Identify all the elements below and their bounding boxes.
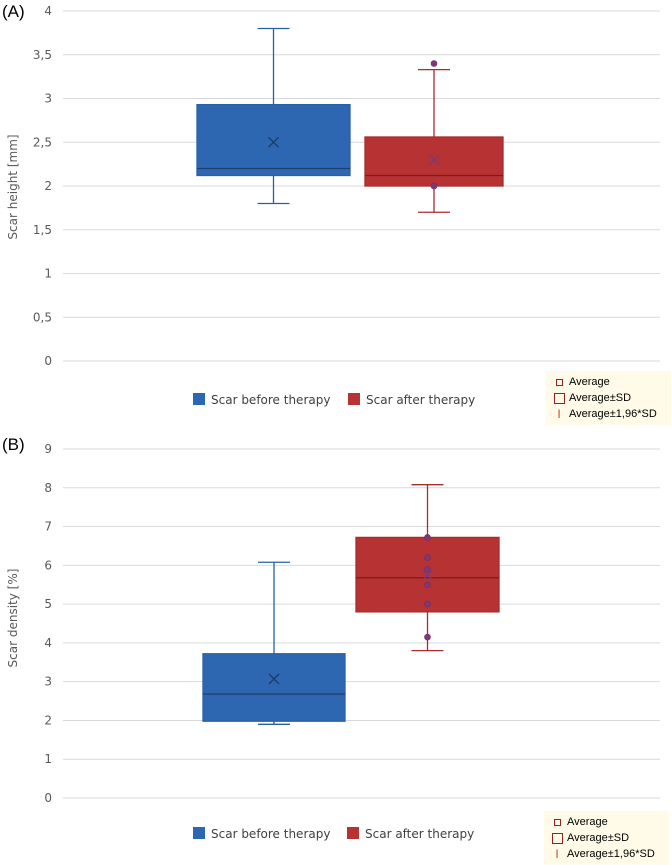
boxes [196,27,504,213]
y-tick-label: 2,5 [33,135,52,149]
data-point [424,565,431,573]
note-row-average-sd: Average±SD [550,830,663,846]
note-average: Average [567,816,608,828]
box-after [355,484,500,652]
y-tick-label: 1 [44,267,52,281]
legend-label-before: Scar before therapy [211,827,330,841]
iqr-box [364,136,504,187]
note-row-average-196sd: I Average±1,96*SD [550,846,663,862]
y-tick-label: 0 [44,791,52,805]
legend-swatch-before [193,827,205,839]
box-plot-scar-height: 0 0,5 1 1,5 2 2,5 3 3,5 4 Scar height [mm] Scar … [6,4,660,407]
y-tick-label: 6 [44,558,52,572]
square-icon [550,832,564,844]
square-icon [552,392,566,404]
iqr-box [196,103,351,177]
legend-swatch-before [193,393,205,405]
iqr-box [202,653,346,722]
y-axis-label: Scar density [%] [6,569,20,668]
y-tick-label: 8 [44,481,52,495]
note-row-average: Average [550,814,663,830]
whisker-icon: I [557,407,561,421]
y-tick-label: 5 [44,597,52,611]
y-tick-label: 3 [44,675,52,689]
y-tick-labels: 0 0,5 1 1,5 2 2,5 3 3,5 4 [33,4,52,368]
y-tick-label: 3,5 [33,48,52,62]
note-row-average-196sd: I Average±1,96*SD [552,406,665,422]
y-tick-label: 7 [44,520,52,534]
small-square-icon [550,818,564,826]
panel-label-a: (A) [2,2,25,21]
mean-marker [428,154,440,166]
note-row-average: Average [552,374,665,390]
mean-marker [268,673,280,685]
y-tick-label: 1 [44,752,52,766]
note-average: Average [569,376,610,388]
y-tick-label: 4 [44,4,52,18]
gridlines [63,10,660,362]
y-tick-label: 2 [44,179,52,193]
box-plot-scar-density: 0 1 2 3 4 5 6 7 8 9 Scar density [%] Scar before … [6,442,660,841]
panel-label-b: (B) [2,435,25,454]
legend: Scar before therapy Scar after therapy [193,827,474,841]
note-average-196sd: Average±1,96*SD [567,848,655,860]
data-point [424,600,431,608]
y-axis-label: Scar height [mm] [6,134,20,239]
stats-note-b: Average Average±SD I Average±1,96*SD [544,811,669,865]
data-point [430,60,438,67]
whisker-icon: I [555,847,559,861]
legend-swatch-after [347,827,359,839]
box-before [202,561,346,725]
gridlines [63,448,660,799]
mean-marker [421,569,434,581]
data-point [424,581,431,589]
y-tick-labels: 0 1 2 3 4 5 6 7 8 9 [44,442,52,805]
y-tick-label: 0 [44,354,52,368]
y-tick-label: 1,5 [33,223,52,237]
note-average-196sd: Average±1,96*SD [569,408,657,420]
note-average-sd: Average±SD [569,392,632,404]
data-point [424,633,431,641]
note-row-average-sd: Average±SD [552,390,665,406]
data-point [424,554,431,561]
small-square-icon [552,378,566,386]
y-tick-label: 0,5 [33,310,52,324]
mean-marker [267,136,280,148]
box-after [364,60,504,213]
y-tick-label: 9 [44,442,52,456]
boxes [202,484,500,725]
data-point [424,534,431,541]
legend-label-before: Scar before therapy [211,393,330,407]
legend-label-after: Scar after therapy [366,393,475,407]
stats-note-a: Average Average±SD I Average±1,96*SD [546,371,671,425]
y-tick-label: 2 [44,713,52,727]
legend-label-after: Scar after therapy [365,827,474,841]
legend-swatch-after [348,393,360,405]
y-tick-label: 3 [44,92,52,106]
box-before [196,27,351,205]
legend: Scar before therapy Scar after therapy [193,393,475,407]
y-tick-label: 4 [44,636,52,650]
data-point [430,182,438,190]
note-average-sd: Average±SD [567,832,630,844]
